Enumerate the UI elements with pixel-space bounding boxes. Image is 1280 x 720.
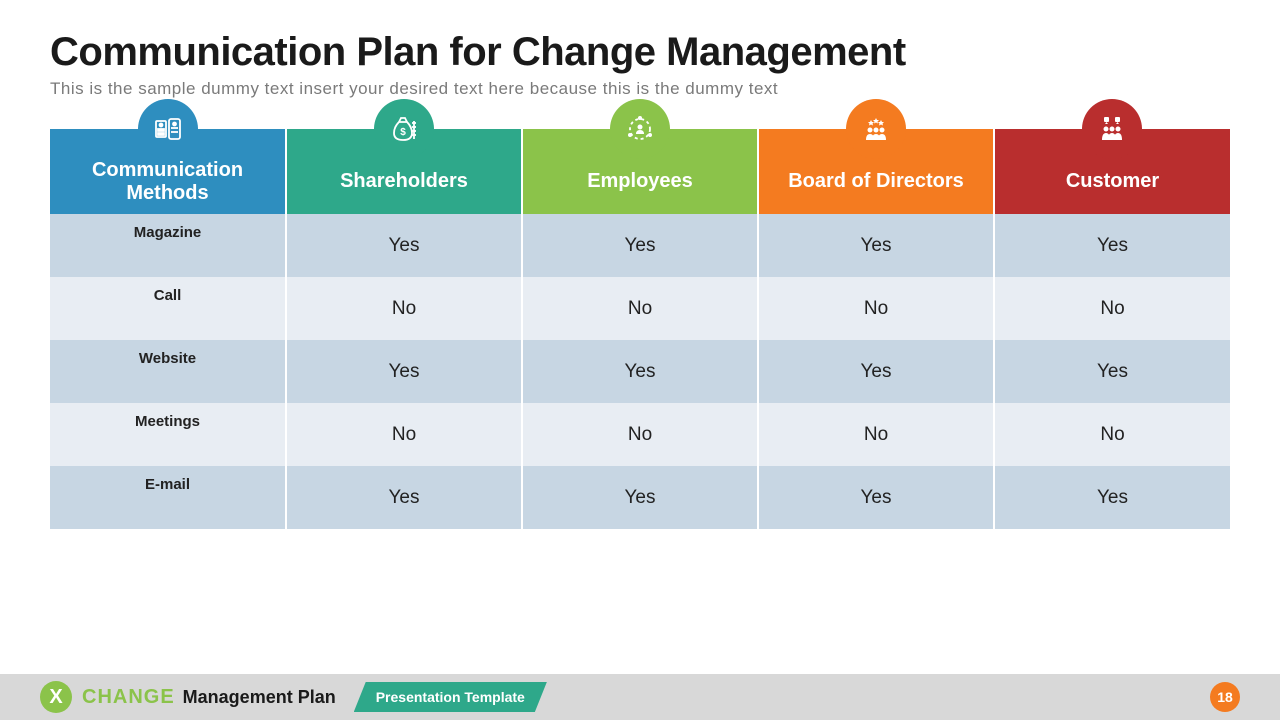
cell-value: Yes	[522, 214, 758, 277]
cell-value: Yes	[758, 466, 994, 529]
finance-icon	[138, 99, 198, 159]
cell-value: No	[286, 403, 522, 466]
slide-title: Communication Plan for Change Management	[50, 30, 1230, 75]
row-label: E-mail	[50, 466, 286, 529]
header-icon-cell	[758, 99, 994, 159]
cell-value: Yes	[994, 340, 1230, 403]
cell-value: No	[522, 403, 758, 466]
cell-value: Yes	[286, 466, 522, 529]
communication-table: Communication MethodsShareholdersEmploye…	[50, 129, 1230, 529]
footer-logo-icon: X	[40, 681, 72, 713]
table-row: E-mailYesYesYesYes	[50, 466, 1230, 529]
cell-value: Yes	[522, 340, 758, 403]
header-icon-cell: $	[286, 99, 522, 159]
cell-value: Yes	[758, 214, 994, 277]
header-icon-cell	[50, 99, 286, 159]
cell-value: Yes	[286, 214, 522, 277]
page-number: 18	[1210, 682, 1240, 712]
board-icon	[846, 99, 906, 159]
row-label: Meetings	[50, 403, 286, 466]
slide: Communication Plan for Change Management…	[0, 0, 1280, 720]
header-icon-cell	[994, 99, 1230, 159]
header-icon-row: $	[50, 99, 1230, 159]
slide-footer: X CHANGE Management Plan Presentation Te…	[0, 674, 1280, 720]
table-body: MagazineYesYesYesYesCallNoNoNoNoWebsiteY…	[50, 214, 1230, 529]
people-circle-icon	[610, 99, 670, 159]
footer-brand-change: CHANGE	[82, 686, 175, 709]
cell-value: Yes	[994, 466, 1230, 529]
customer-icon	[1082, 99, 1142, 159]
row-label: Website	[50, 340, 286, 403]
moneybag-icon: $	[374, 99, 434, 159]
cell-value: No	[994, 403, 1230, 466]
cell-value: Yes	[286, 340, 522, 403]
footer-badge: Presentation Template	[354, 682, 547, 712]
header-icon-cell	[522, 99, 758, 159]
table-row: MagazineYesYesYesYes	[50, 214, 1230, 277]
table-row: CallNoNoNoNo	[50, 277, 1230, 340]
cell-value: Yes	[994, 214, 1230, 277]
footer-brand-mgmt: Management Plan	[183, 687, 336, 708]
cell-value: No	[994, 277, 1230, 340]
cell-value: No	[286, 277, 522, 340]
cell-value: Yes	[522, 466, 758, 529]
table-row: MeetingsNoNoNoNo	[50, 403, 1230, 466]
row-label: Call	[50, 277, 286, 340]
cell-value: No	[758, 277, 994, 340]
slide-subtitle: This is the sample dummy text insert you…	[50, 79, 1230, 99]
cell-value: No	[758, 403, 994, 466]
row-label: Magazine	[50, 214, 286, 277]
cell-value: No	[522, 277, 758, 340]
cell-value: Yes	[758, 340, 994, 403]
table-container: $ Communication MethodsShareholdersEmplo…	[50, 129, 1230, 529]
table-row: WebsiteYesYesYesYes	[50, 340, 1230, 403]
svg-text:$: $	[400, 127, 406, 138]
